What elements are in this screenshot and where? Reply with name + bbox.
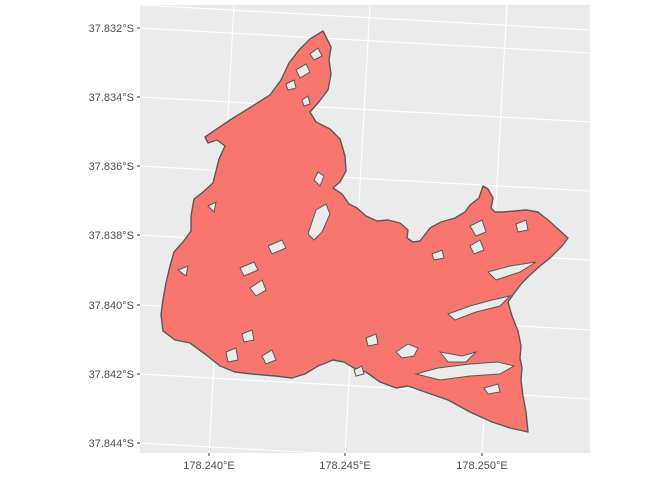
y-tick-label: 37.834°S [89,92,134,104]
x-tick-label: 178.245°E [319,460,371,472]
gridline-horizontal [139,165,591,192]
lake [469,219,487,237]
gridline-horizontal [139,96,591,123]
lake [309,47,323,61]
inland-water [176,47,537,395]
lake [239,261,259,277]
land-polygon [160,30,569,433]
lake [431,249,445,261]
lake [267,239,287,255]
y-tick-label: 37.832°S [89,23,134,35]
gridline-horizontal [139,442,591,469]
lake [307,203,331,241]
lake [483,383,501,395]
y-tick-label: 37.838°S [89,230,134,242]
x-axis: 178.240°E 178.245°E 178.250°E [183,453,508,472]
y-tick-label: 37.842°S [89,369,134,381]
lake [176,265,189,277]
lake [295,63,311,79]
lake [225,347,239,363]
lake [207,201,217,214]
y-tick-label: 37.840°S [89,300,134,312]
y-axis: 37.832°S 37.834°S 37.836°S 37.838°S 37.840°S… [89,23,140,450]
lake [353,365,365,377]
lake [261,349,277,365]
lake [313,171,325,187]
lake [301,95,311,107]
lake [249,279,267,297]
lake [395,343,419,359]
gridline-horizontal [139,27,591,54]
lake [438,350,478,363]
x-tick-label: 178.250°E [456,460,508,472]
y-tick-label: 37.844°S [89,438,134,450]
x-tick-label: 178.240°E [183,460,235,472]
lake [365,333,379,347]
gridline-horizontal [139,4,591,31]
lake [447,295,512,321]
lake [285,79,297,91]
map-polygon [160,30,569,433]
y-tick-label: 37.836°S [89,161,134,173]
lake [469,239,485,255]
lake [414,361,516,381]
lake [487,261,537,281]
lake [241,329,255,343]
lake [515,219,529,233]
